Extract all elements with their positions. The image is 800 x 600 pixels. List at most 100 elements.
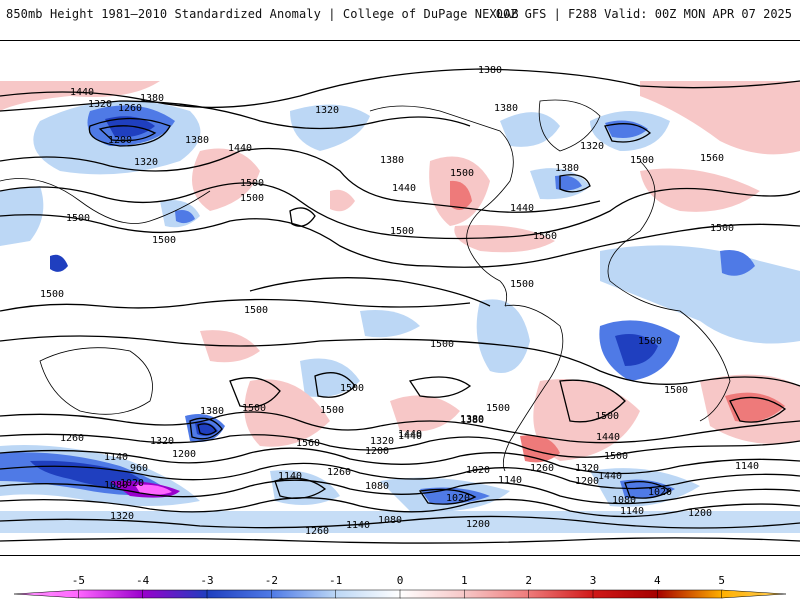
contour-label: 1500 [510,279,534,290]
contour-label: 1260 [118,103,142,114]
anomaly-region [0,81,160,111]
contour-label: 1020 [120,478,144,489]
coastline-north-america [369,105,514,307]
contour-line [289,207,316,227]
contour-label: 1500 [242,403,266,414]
contour-label: 1380 [380,155,404,166]
anomaly-region [360,310,420,338]
contour-label: 1200 [172,449,196,460]
contour-line [418,488,477,505]
contour-label: 1320 [150,436,174,447]
contour-line [0,411,800,444]
contour-label: 1500 [40,289,64,300]
contour-label: 960 [130,463,148,474]
colorbar-tick-label: -3 [200,574,213,587]
coastline-asia [0,178,211,224]
anomaly-region [454,225,555,253]
contour-line [0,335,800,387]
colorbar-segment [592,589,659,599]
colorbar-segment [271,589,337,599]
colorbar-tick-label: -4 [136,574,150,587]
contour-label: 1500 [664,385,688,396]
contour-line [229,377,281,408]
contour-label: 1500 [152,235,176,246]
contour-line [0,100,471,130]
contour-line [314,372,356,398]
contour-line [0,515,800,529]
contour-label: 1260 [305,526,329,537]
contour-label: 1500 [244,305,268,316]
contour-label: 1500 [390,226,414,237]
colorbar-tick-label: 4 [654,574,661,587]
contour-label: 1500 [240,193,264,204]
colorbar-segment [721,589,787,599]
contour-label: 1200 [365,446,389,457]
colorbar-segment [78,589,144,599]
colorbar-segment [206,589,273,599]
anomaly-region [605,120,648,138]
contour-label: 1440 [398,431,422,442]
anomaly-region [0,186,44,246]
contour-label: 1440 [70,87,94,98]
contour-label: 1500 [595,411,619,422]
contour-line [189,417,223,440]
contour-label: 1020 [466,465,490,476]
contour-line [729,396,787,423]
colorbar-legend: -5 -4 -3 -2 -1 0 1 2 3 4 5 [0,560,800,600]
colorbar-tick-label: -5 [72,574,85,587]
contour-label: 1500 [604,451,628,462]
contour-line [0,298,471,312]
coastline-south-america [502,304,564,472]
contour-label: 1320 [134,157,158,168]
anomaly-region [175,210,195,224]
contour-line [559,379,626,423]
contour-label: 1320 [580,141,604,152]
contour-label: 1500 [320,405,344,416]
contour-label: 1320 [88,99,112,110]
colorbar-tick-label: -1 [329,574,342,587]
contour-label: 1020 [648,487,672,498]
contour-label: 1140 [498,475,522,486]
contour-label: 1260 [327,467,351,478]
colorbar-segment [142,589,208,599]
anomaly-region [640,168,760,212]
anomaly-region [195,422,218,436]
contour-line [0,214,800,268]
contour-label: 1440 [596,432,620,443]
contour-line [0,447,800,475]
colorbar-segment [399,589,466,599]
anomaly-region [450,180,472,210]
colorbar-tick-label: 5 [718,574,725,587]
contour-line [604,123,651,143]
contour-line [0,537,800,544]
contour-line [408,376,472,398]
colorbar-segment [528,589,594,599]
contour-label: 1080 [378,515,402,526]
contour-label: 1140 [735,461,759,472]
anomaly-region [330,189,355,212]
coastlines [0,99,731,472]
contour-line [0,147,601,213]
anomaly-region [0,511,800,533]
contour-labels: 1380 1440 1320 1260 1380 1200 1320 1440 … [40,65,759,537]
contour-label: 1320 [110,511,134,522]
colorbar-segment [657,589,723,599]
colorbar-segment [13,589,79,599]
anomaly-region [500,112,560,147]
contour-line [0,497,800,518]
contour-label: 1080 [365,481,389,492]
anomaly-region [50,254,68,272]
colorbar-segment [335,589,401,599]
contour-line [0,68,800,109]
contour-label: 1440 [598,471,622,482]
contour-label: 1320 [315,105,339,116]
coastline-greenland [538,99,601,152]
colorbar-segments [13,589,787,599]
contour-label: 1320 [575,463,599,474]
contour-line [98,125,157,142]
contour-label: 1140 [104,452,128,463]
contour-label: 1500 [340,383,364,394]
contour-line [0,182,800,240]
anomaly-region [720,250,755,276]
colorbar-segment [464,589,530,599]
